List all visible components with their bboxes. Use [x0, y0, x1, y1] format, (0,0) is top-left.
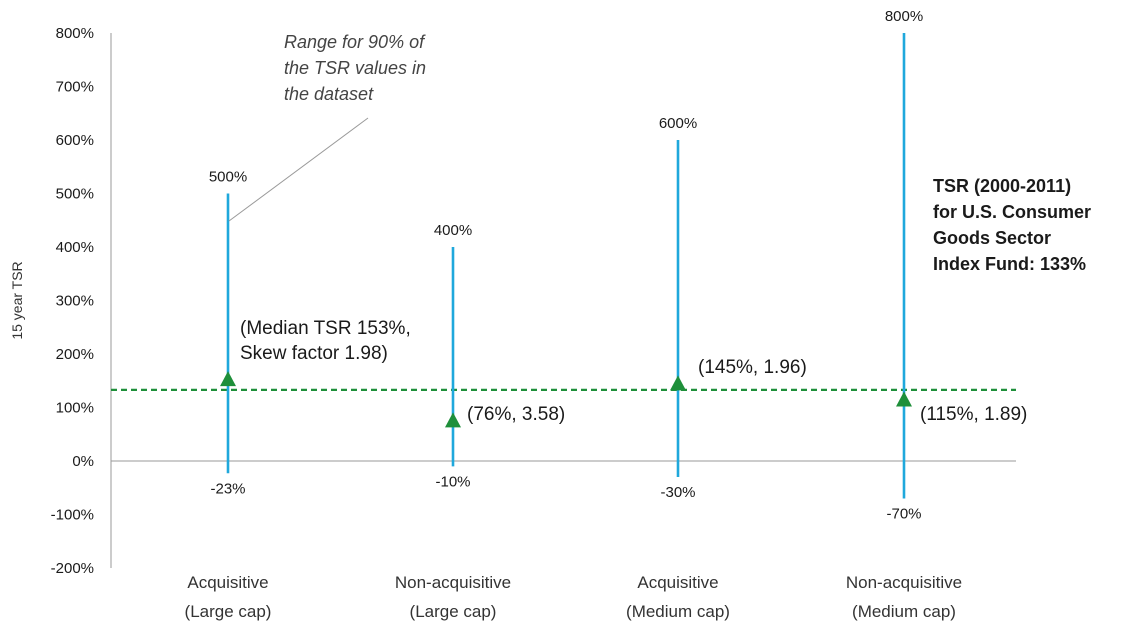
range-annotation: Range for 90% of the TSR values in the dat…	[284, 32, 426, 104]
category-label: Acquisitive	[187, 573, 268, 592]
median-label-line: (115%, 1.89)	[920, 404, 1027, 425]
low-label: -10%	[435, 473, 470, 490]
median-label: (145%, 1.96)	[698, 357, 807, 378]
y-tick-label: 500%	[56, 186, 94, 203]
benchmark-label-line: TSR (2000-2011)	[933, 176, 1071, 196]
median-label-line: (145%, 1.96)	[698, 357, 807, 378]
y-tick-label: 600%	[56, 132, 94, 149]
median-marker	[670, 375, 686, 391]
median-label: (Median TSR 153%, Skew factor 1.98)	[240, 318, 411, 364]
category-label: Non-acquisitive	[395, 573, 511, 592]
y-tick-label: 200%	[56, 346, 94, 363]
high-label: 800%	[885, 8, 923, 25]
low-label: -23%	[210, 480, 245, 497]
benchmark-label: TSR (2000-2011) for U.S. Consumer Goods Se…	[933, 176, 1091, 274]
high-label: 500%	[209, 169, 247, 186]
median-marker	[445, 412, 461, 428]
axes: 800% 700% 600% 500% 400% 300% 200% 100% 0% -100% -…	[9, 25, 1016, 621]
annotation-leader-line	[228, 117, 369, 222]
category-label: (Large cap)	[185, 602, 272, 621]
median-marker	[220, 371, 236, 387]
y-tick-label: 300%	[56, 293, 94, 310]
median-label-line: Skew factor 1.98)	[240, 343, 388, 364]
range-annotation-line: the TSR values in	[284, 58, 426, 78]
y-tick-label: 0%	[72, 453, 94, 470]
low-label: -30%	[660, 484, 695, 501]
median-label-line: (76%, 3.58)	[467, 404, 565, 425]
benchmark-label-line: for U.S. Consumer	[933, 202, 1091, 222]
benchmark-group: TSR (2000-2011) for U.S. Consumer Goods Se…	[111, 176, 1091, 391]
category-label: (Large cap)	[410, 602, 497, 621]
annotations: Range for 90% of the TSR values in the dat…	[228, 32, 426, 222]
category-label: (Medium cap)	[626, 602, 730, 621]
category-label: Non-acquisitive	[846, 573, 962, 592]
y-axis-title: 15 year TSR	[9, 261, 25, 339]
y-tick-label: 800%	[56, 25, 94, 42]
y-tick-label: 100%	[56, 400, 94, 417]
benchmark-label-line: Index Fund: 133%	[933, 254, 1086, 274]
y-tick-label: 400%	[56, 239, 94, 256]
category-label: Acquisitive	[637, 573, 718, 592]
range-annotation-line: Range for 90% of	[284, 32, 426, 52]
median-label: (115%, 1.89)	[920, 404, 1027, 425]
median-marker	[896, 391, 912, 407]
range-series: 500% -23% (Median TSR 153%, Skew factor 1.9…	[209, 8, 1028, 522]
y-tick-label: -100%	[51, 507, 94, 524]
category-label: (Medium cap)	[852, 602, 956, 621]
benchmark-label-line: Goods Sector	[933, 228, 1051, 248]
median-label: (76%, 3.58)	[467, 404, 565, 425]
y-tick-label: 700%	[56, 79, 94, 96]
median-label-line: (Median TSR 153%,	[240, 318, 411, 339]
range-annotation-line: the dataset	[284, 84, 374, 104]
y-tick-label: -200%	[51, 560, 94, 577]
low-label: -70%	[886, 505, 921, 522]
high-label: 600%	[659, 115, 697, 132]
high-label: 400%	[434, 222, 472, 239]
